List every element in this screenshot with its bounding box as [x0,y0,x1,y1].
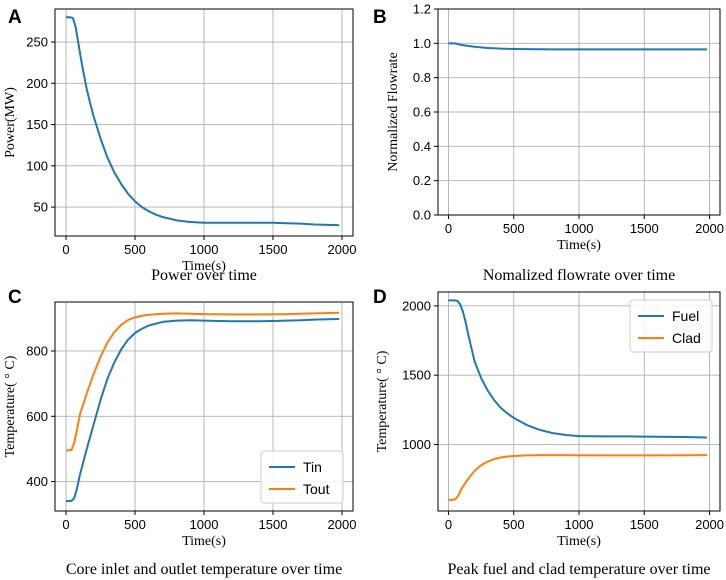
y-axis-label: Normalized Flowrate [386,52,401,171]
x-tick-label: 1500 [630,221,659,236]
chart-caption: Peak fuel and clad temperature over time [448,561,711,578]
x-tick-label: 1500 [259,517,288,532]
x-tick-label: 1000 [190,517,219,532]
x-tick-label: 1000 [565,221,594,236]
panel-letter: A [8,7,22,28]
legend: Tin Tout [260,450,344,504]
y-axis-label: Power(MW) [3,87,18,158]
y-tick-label: 0.4 [413,139,431,154]
series-line-fuel [448,299,707,439]
chart-caption: Core inlet and outlet temperature over t… [66,561,342,578]
panel-d: 0 500 1000 1500 2000 1000 1500 2000 Time(s) Tempe… [373,287,724,578]
panel-letter: B [373,7,387,28]
y-tick-label: 400 [26,474,48,489]
chart-caption: Nomalized flowrate over time [483,267,675,284]
y-tick-label: 0.0 [413,208,431,223]
panel-c: 0 500 1000 1500 2000 400 600 800 Time(s) Temperat… [3,287,356,578]
y-tick-label: 1.2 [413,2,431,17]
series-line-clad [448,454,707,501]
chart-caption: Power over time [151,267,257,284]
x-tick-label: 0 [62,517,69,532]
x-axis-label: Time(s) [557,238,601,253]
legend-label-tout: Tout [303,481,330,497]
y-tick-label: 1500 [402,368,431,383]
x-tick-label: 2000 [328,242,357,257]
panel-b: 0 500 1000 1500 2000 0.0 0.2 0.4 0.6 0.8 1.0 1.2 Tim… [373,2,724,285]
x-tick-label: 2000 [695,221,724,236]
x-tick-label: 1500 [259,242,288,257]
y-tick-label: 250 [26,35,48,50]
x-tick-label: 500 [503,221,525,236]
x-axis-label: Time(s) [557,534,601,549]
y-tick-label: 600 [26,409,48,424]
legend-label-clad: Clad [672,330,701,346]
y-tick-label: 50 [34,200,48,215]
y-tick-label: 0.6 [413,105,431,120]
x-tick-label: 1000 [565,517,594,532]
legend-label-fuel: Fuel [672,308,699,324]
series-line-tout [65,311,340,452]
y-axis-label: Temperature( ° C) [375,350,390,452]
legend-box [260,450,344,504]
y-tick-label: 0.8 [413,70,431,85]
x-tick-label: 500 [124,517,146,532]
x-tick-label: 2000 [328,517,357,532]
y-tick-label: 100 [26,158,48,173]
y-tick-label: 0.2 [413,173,431,188]
y-tick-label: 1000 [402,437,431,452]
x-tick-label: 0 [445,517,452,532]
x-tick-label: 500 [503,517,525,532]
x-axis-label: Time(s) [182,534,226,549]
x-tick-label: 1500 [630,517,659,532]
x-tick-label: 0 [62,242,69,257]
panel-letter: C [8,287,22,308]
y-tick-label: 2000 [402,298,431,313]
y-tick-label: 1.0 [413,36,431,51]
x-tick-label: 1000 [190,242,219,257]
y-tick-label: 200 [26,76,48,91]
y-tick-label: 800 [26,343,48,358]
series-line-tin [65,317,340,503]
x-tick-label: 500 [124,242,146,257]
legend-label-tin: Tin [303,459,322,475]
x-tick-label: 0 [445,221,452,236]
x-axis-label: Time(s) [182,259,226,274]
panel-a: 0 500 1000 1500 200050100150200250Time(s)Pow… [3,7,356,284]
series-line-power [66,16,340,227]
legend: Fuel Clad [629,299,713,353]
panel-letter: D [373,287,387,308]
y-tick-label: 150 [26,117,48,132]
y-axis-label: Temperature( ° C) [3,355,18,457]
x-tick-label: 2000 [695,517,724,532]
series-line-flowrate [448,42,707,51]
